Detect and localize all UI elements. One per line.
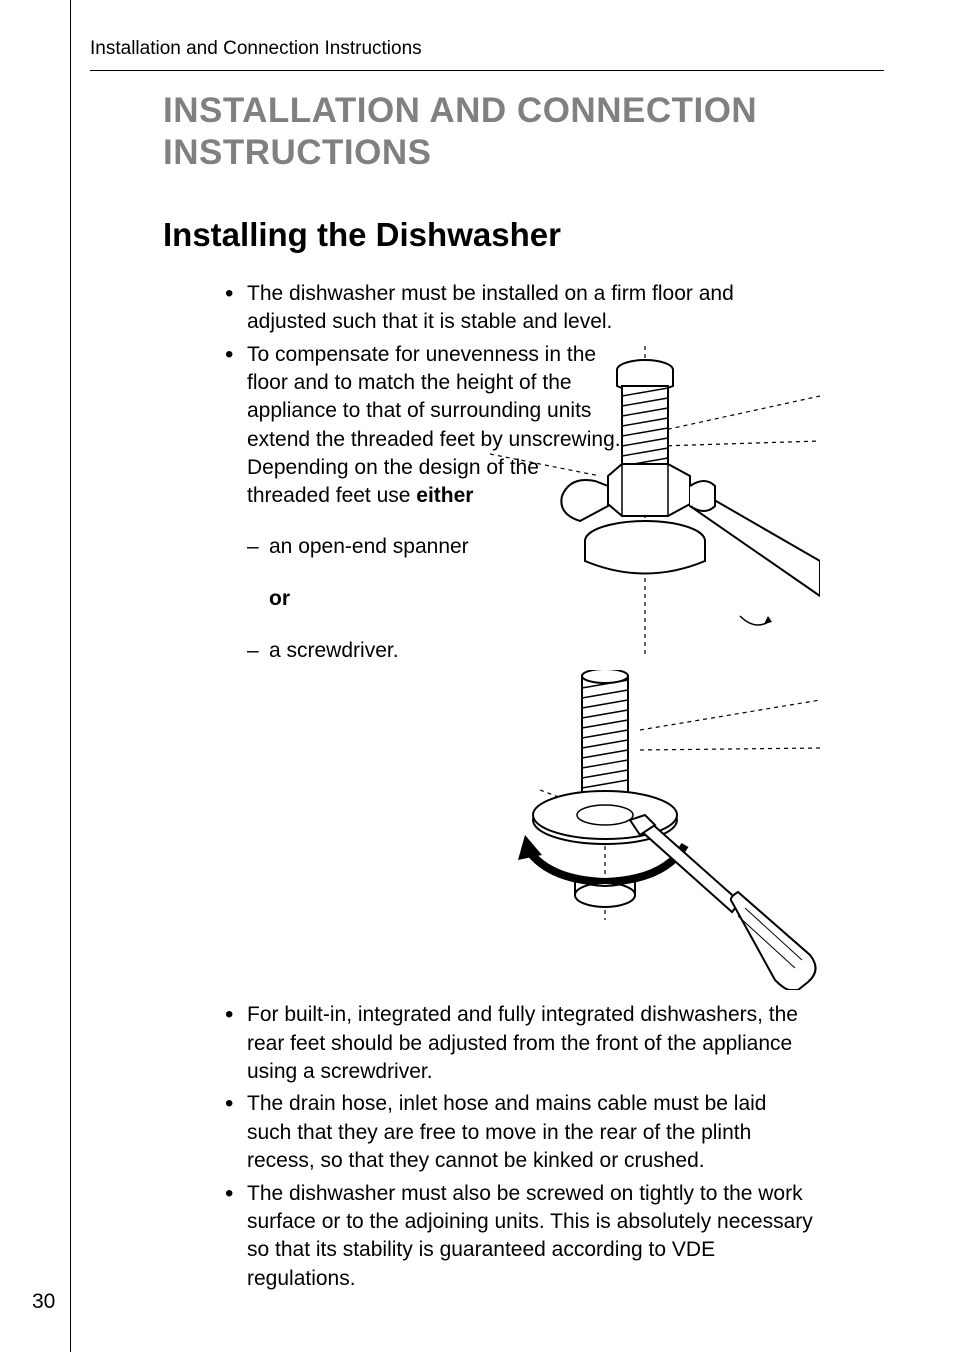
figure-spanner [490, 346, 820, 656]
spanner-diagram-icon [490, 346, 820, 656]
page-frame: INSTALLATION AND CONNECTION INSTRUCTIONS… [70, 0, 884, 1352]
bullet-4: The drain hose, inlet hose and mains cab… [247, 1090, 814, 1175]
body-area: The dishwasher must be installed on a fi… [163, 280, 814, 1293]
main-title: INSTALLATION AND CONNECTION INSTRUCTIONS [163, 90, 814, 174]
bullet-5: The dishwasher must also be screwed on t… [247, 1180, 814, 1293]
section-title: Installing the Dishwasher [163, 216, 814, 254]
content-area: INSTALLATION AND CONNECTION INSTRUCTIONS… [163, 90, 814, 1297]
page-number: 30 [32, 1290, 55, 1314]
bullet-3: For built-in, integrated and fully integ… [247, 1001, 814, 1086]
bullet-2-either: either [416, 484, 473, 507]
bullet-1: The dishwasher must be installed on a fi… [247, 280, 814, 337]
screwdriver-diagram-icon [490, 670, 820, 990]
bullet-list-bottom: For built-in, integrated and fully integ… [163, 1001, 814, 1292]
figure-screwdriver [490, 670, 820, 990]
